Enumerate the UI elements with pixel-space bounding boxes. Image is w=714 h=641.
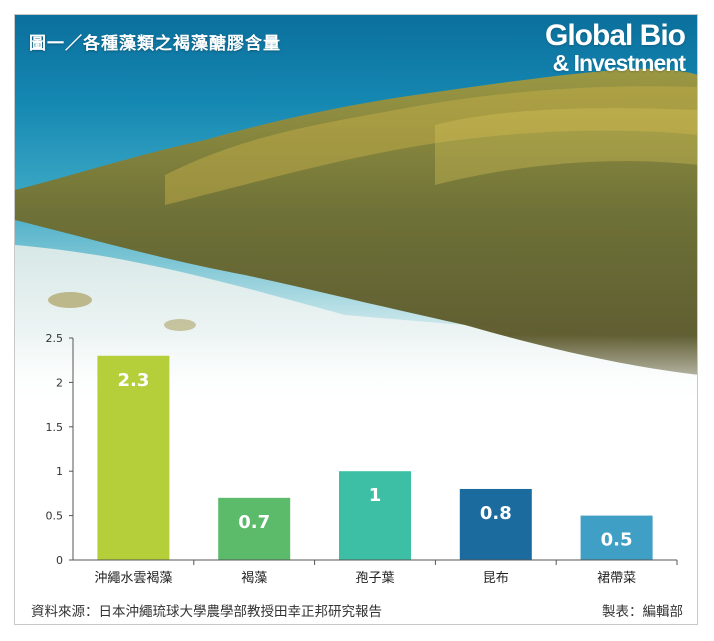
bar-value-label: 1 [369, 485, 382, 506]
y-tick-label: 1.5 [46, 421, 64, 434]
x-tick-label: 褐藻 [241, 571, 267, 586]
figure-frame: 圖一／各種藻類之褐藻醣膠含量 Global Bio & Investment 0… [14, 14, 698, 625]
bar-value-label: 0.7 [238, 512, 270, 533]
x-axis: 沖繩水雲褐藻 褐藻 孢子葉 昆布 裙帶菜 [73, 559, 678, 586]
brand-logo-line2: & Investment [552, 50, 686, 76]
bar-value-label: 0.8 [480, 503, 512, 524]
y-tick-label: 0.5 [46, 510, 64, 523]
x-tick-label: 昆布 [483, 571, 509, 586]
brand-logo: Global Bio & Investment [545, 19, 686, 76]
y-tick-label: 0 [56, 554, 63, 567]
x-tick-label: 裙帶菜 [597, 571, 636, 586]
bar-value-label: 0.5 [601, 530, 633, 551]
bar [459, 488, 532, 560]
bars: 2.3 0.7 1 0.8 0.5 [97, 355, 653, 560]
bar-value-label: 2.3 [117, 370, 149, 391]
bar [97, 355, 170, 560]
chart-title: 圖一／各種藻類之褐藻醣膠含量 [29, 34, 281, 54]
credit-note: 製表：編輯部 [602, 604, 683, 620]
bar [218, 497, 291, 560]
bar [580, 515, 653, 560]
x-tick-label: 沖繩水雲褐藻 [94, 571, 172, 586]
brand-logo-line1: Global Bio [545, 19, 686, 52]
source-note: 資料來源：日本沖繩琉球大學農學部教授田幸正邦研究報告 [31, 604, 382, 620]
y-tick-label: 2.5 [46, 332, 64, 345]
bar-chart: 0 0.5 1 1.5 2 2.5 2.3 0.7 1 0.8 0.5 沖繩水雲褐藻 褐藻 孢子葉 昆布… [46, 332, 678, 586]
y-axis: 0 0.5 1 1.5 2 2.5 [46, 332, 74, 567]
y-tick-label: 2 [56, 376, 63, 389]
bar [339, 471, 411, 560]
y-tick-label: 1 [56, 465, 63, 478]
x-tick-label: 孢子葉 [355, 571, 394, 586]
